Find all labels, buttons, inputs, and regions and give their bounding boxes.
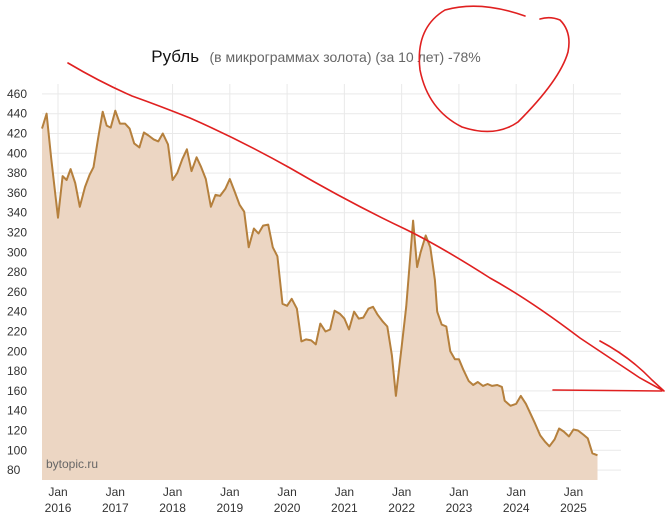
x-tick-year-label: 2016 xyxy=(45,501,72,515)
watermark: bytopic.ru xyxy=(46,457,98,471)
annotation-horizontal-arrow xyxy=(552,389,663,392)
y-tick-label: 180 xyxy=(7,364,27,378)
y-tick-label: 200 xyxy=(7,344,27,358)
y-tick-label: 360 xyxy=(7,186,27,200)
x-tick-month-label: Jan xyxy=(449,485,468,499)
y-tick-label: 220 xyxy=(7,325,27,339)
y-tick-label: 160 xyxy=(7,384,27,398)
x-tick-month-label: Jan xyxy=(48,485,67,499)
annotation-circle xyxy=(418,5,570,133)
chart-title-subtitle: (в микрограммах золота) (за 10 лет) -78% xyxy=(210,49,481,65)
x-tick-year-label: 2025 xyxy=(560,501,587,515)
y-tick-label: 240 xyxy=(7,305,27,319)
y-tick-label: 420 xyxy=(7,127,27,141)
y-tick-label: 120 xyxy=(7,424,27,438)
x-tick-year-label: 2024 xyxy=(503,501,530,515)
x-tick-month-label: Jan xyxy=(277,485,296,499)
x-tick-month-label: Jan xyxy=(335,485,354,499)
x-tick-year-label: 2017 xyxy=(102,501,129,515)
y-tick-label: 140 xyxy=(7,404,27,418)
annotation-trend-curve xyxy=(67,62,663,391)
y-tick-label: 400 xyxy=(7,146,27,160)
x-tick-year-label: 2018 xyxy=(159,501,186,515)
y-axis-ticks: 80 100 120 140 160 180 200 220 240 260 280 300 320 34… xyxy=(7,87,27,477)
x-tick-year-label: 2019 xyxy=(216,501,243,515)
chart-title-main: Рубль xyxy=(151,47,199,66)
chart-title: Рубль (в микрограммах золота) (за 10 лет… xyxy=(151,47,480,66)
x-tick-month-label: Jan xyxy=(163,485,182,499)
x-tick-month-label: Jan xyxy=(392,485,411,499)
y-tick-label: 80 xyxy=(7,463,21,477)
y-tick-label: 380 xyxy=(7,166,27,180)
area-fill xyxy=(42,110,598,480)
hand-drawn-annotations xyxy=(67,5,665,392)
x-axis-ticks: Jan 2016 Jan 2017 Jan 2018 Jan 2019 Jan 2020 Jan 20… xyxy=(45,485,587,515)
y-tick-label: 320 xyxy=(7,226,27,240)
x-tick-year-label: 2020 xyxy=(274,501,301,515)
x-tick-month-label: Jan xyxy=(564,485,583,499)
x-tick-month-label: Jan xyxy=(106,485,125,499)
y-tick-label: 300 xyxy=(7,245,27,259)
x-tick-year-label: 2022 xyxy=(388,501,415,515)
y-tick-label: 280 xyxy=(7,265,27,279)
y-tick-label: 440 xyxy=(7,107,27,121)
x-tick-year-label: 2023 xyxy=(446,501,473,515)
series-line xyxy=(41,109,598,457)
x-tick-year-label: 2021 xyxy=(331,501,358,515)
y-tick-label: 100 xyxy=(7,443,27,457)
x-tick-month-label: Jan xyxy=(220,485,239,499)
y-tick-label: 340 xyxy=(7,206,27,220)
y-tick-label: 460 xyxy=(7,87,27,101)
y-tick-label: 260 xyxy=(7,285,27,299)
x-tick-month-label: Jan xyxy=(507,485,526,499)
annotation-arrow-head xyxy=(599,340,665,392)
